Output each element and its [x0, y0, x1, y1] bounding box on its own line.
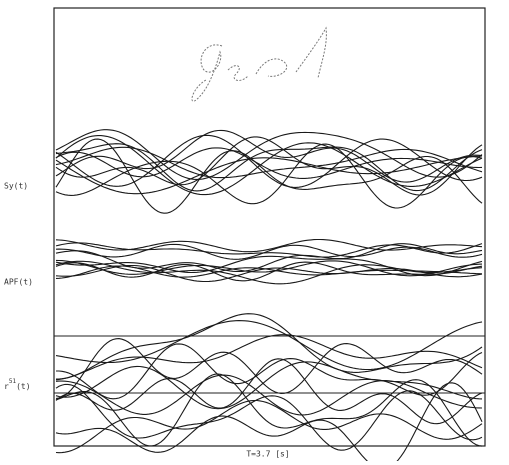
trace [55, 238, 483, 253]
trace [55, 374, 483, 416]
trace [55, 338, 483, 399]
traces [55, 129, 483, 465]
trace [56, 313, 483, 380]
trace [55, 147, 483, 179]
trace [55, 138, 483, 214]
trace [55, 143, 483, 209]
plot-frame [53, 7, 486, 447]
trace [55, 382, 483, 465]
trace [55, 358, 483, 425]
handwriting [191, 26, 327, 102]
trace [55, 136, 483, 196]
label-r: r51(t) [4, 378, 31, 391]
trace [55, 320, 483, 371]
trace [55, 260, 483, 285]
trace [55, 383, 483, 451]
trace [55, 334, 483, 381]
label-r-sup: 51 [9, 378, 17, 385]
trace [55, 129, 483, 183]
trace [56, 343, 483, 400]
trace [55, 361, 483, 410]
x-label: T=3.7 [s] [246, 450, 289, 459]
trace [55, 265, 483, 279]
label-r-tail: (t) [16, 382, 30, 391]
label-sy: Sy(t) [4, 182, 28, 191]
label-apf: APF(t) [4, 278, 33, 287]
trace [55, 259, 483, 277]
trace [55, 399, 483, 454]
trace [55, 373, 483, 447]
trace [55, 261, 483, 282]
trace [55, 155, 483, 195]
trace [55, 134, 483, 188]
trace [55, 143, 483, 192]
trace [55, 243, 483, 273]
label-r-base: r [4, 382, 9, 391]
trace [55, 243, 483, 260]
trace [55, 129, 483, 180]
